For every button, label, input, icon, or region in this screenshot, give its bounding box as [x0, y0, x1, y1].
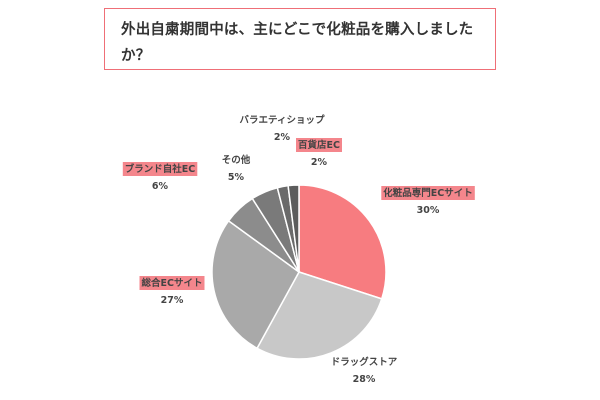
slice-value-5: 2% — [274, 132, 291, 143]
slice-label-highlight-6 — [296, 138, 342, 152]
pie-labels: 化粧品専門ECサイト 30% ドラッグストア 28% 総合ECサイト 27% ブランド自社E… — [122, 114, 475, 385]
pie-slice-2 — [211, 219, 300, 350]
slice-label-6: 百貨店EC — [298, 139, 340, 151]
slice-value-4: 5% — [228, 172, 245, 183]
chart-title: 外出自粛期間中は、主にどこで化粧品を購入しましたか？ — [104, 8, 496, 70]
slice-label-highlight-0 — [381, 186, 475, 200]
slice-label-highlight-3 — [122, 162, 198, 176]
slice-value-6: 2% — [311, 157, 328, 168]
pie-slice-0 — [298, 184, 387, 300]
pie-slice-1 — [256, 271, 383, 360]
slice-label-4: その他 — [222, 154, 251, 166]
slice-value-3: 6% — [152, 181, 169, 192]
slice-value-1: 28% — [353, 374, 376, 385]
slice-label-5: バラエティショップ — [240, 114, 325, 126]
pie-slices — [211, 184, 387, 360]
slice-label-0: 化粧品専門ECサイト — [383, 187, 472, 199]
slice-label-2: 総合ECサイト — [142, 277, 203, 289]
slice-label-highlight-2 — [139, 276, 205, 290]
slice-label-1: ドラッグストア — [331, 356, 398, 368]
slice-value-0: 30% — [417, 205, 440, 216]
pie-slice-6 — [287, 184, 300, 273]
slice-value-2: 27% — [161, 295, 184, 306]
slice-label-3: ブランド自社EC — [125, 163, 195, 175]
